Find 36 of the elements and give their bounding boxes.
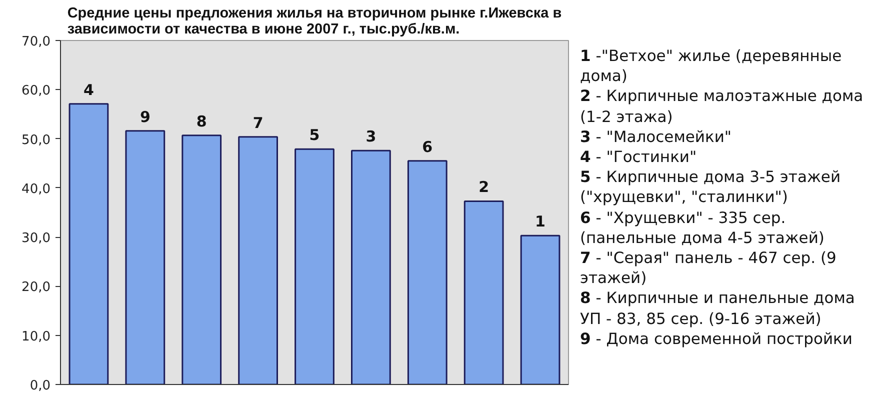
x-tick-label: 6 — [422, 138, 433, 156]
y-tick-label: 70,0 — [22, 34, 51, 50]
bar — [182, 134, 222, 384]
bar — [238, 136, 278, 384]
bar — [351, 150, 391, 384]
x-tick-label: 3 — [366, 128, 376, 146]
x-tick-label: 7 — [252, 114, 264, 132]
text: 8 - Кирпичные и панельные дома УП - 83, 85 сер. (9-16 этажей) — [580, 288, 856, 329]
y-tick-label: 0,0 — [30, 378, 51, 394]
x-tick-label: 2 — [478, 178, 490, 196]
y-tick-label: 10,0 — [22, 329, 51, 344]
text: 4 - "Гостинки" — [580, 147, 698, 168]
x-tick-label: 1 — [535, 212, 546, 231]
x-tick-label: 9 — [140, 108, 150, 126]
text: 1 -"Ветхое" жилье (деревянные дома) — [580, 46, 843, 86]
y-tick-label: 30,0 — [22, 231, 51, 246]
text: 6 - "Хрущевки" - 335 сер. (панельные дома 4-5 этажей) — [580, 208, 826, 248]
bar — [68, 103, 109, 384]
bar — [407, 160, 448, 384]
bar — [125, 130, 166, 384]
x-tick-label: 4 — [84, 80, 94, 99]
bar — [520, 234, 560, 384]
text: 2 - Кирпичные малоэтажные дома (1-2 этажа) — [580, 86, 864, 127]
bar — [294, 148, 334, 384]
text: 3 - "Малосемейки" — [580, 126, 733, 148]
chart-title: Средние цены предложения жилья на вторичном рынке г.Ижевска в зависимости от качества в июне 2007 г., тыс.руб./кв.м. — [67, 6, 562, 38]
text: 7 - "Серая" панель - 467 сер. (9 этажей) — [580, 248, 838, 288]
y-tick-label: 60,0 — [22, 84, 51, 99]
bar — [464, 200, 504, 384]
y-tick-label: 40,0 — [22, 182, 51, 197]
x-tick-label: 5 — [309, 126, 320, 144]
text: 9 - Дома современной постройки — [580, 328, 854, 350]
text: 5 - Кирпичные дома 3-5 этажей ("хрущевки", "сталинки") — [580, 167, 842, 208]
y-tick-label: 50,0 — [22, 132, 51, 148]
y-tick-label: 20,0 — [22, 280, 51, 296]
x-tick-label: 8 — [196, 112, 207, 130]
